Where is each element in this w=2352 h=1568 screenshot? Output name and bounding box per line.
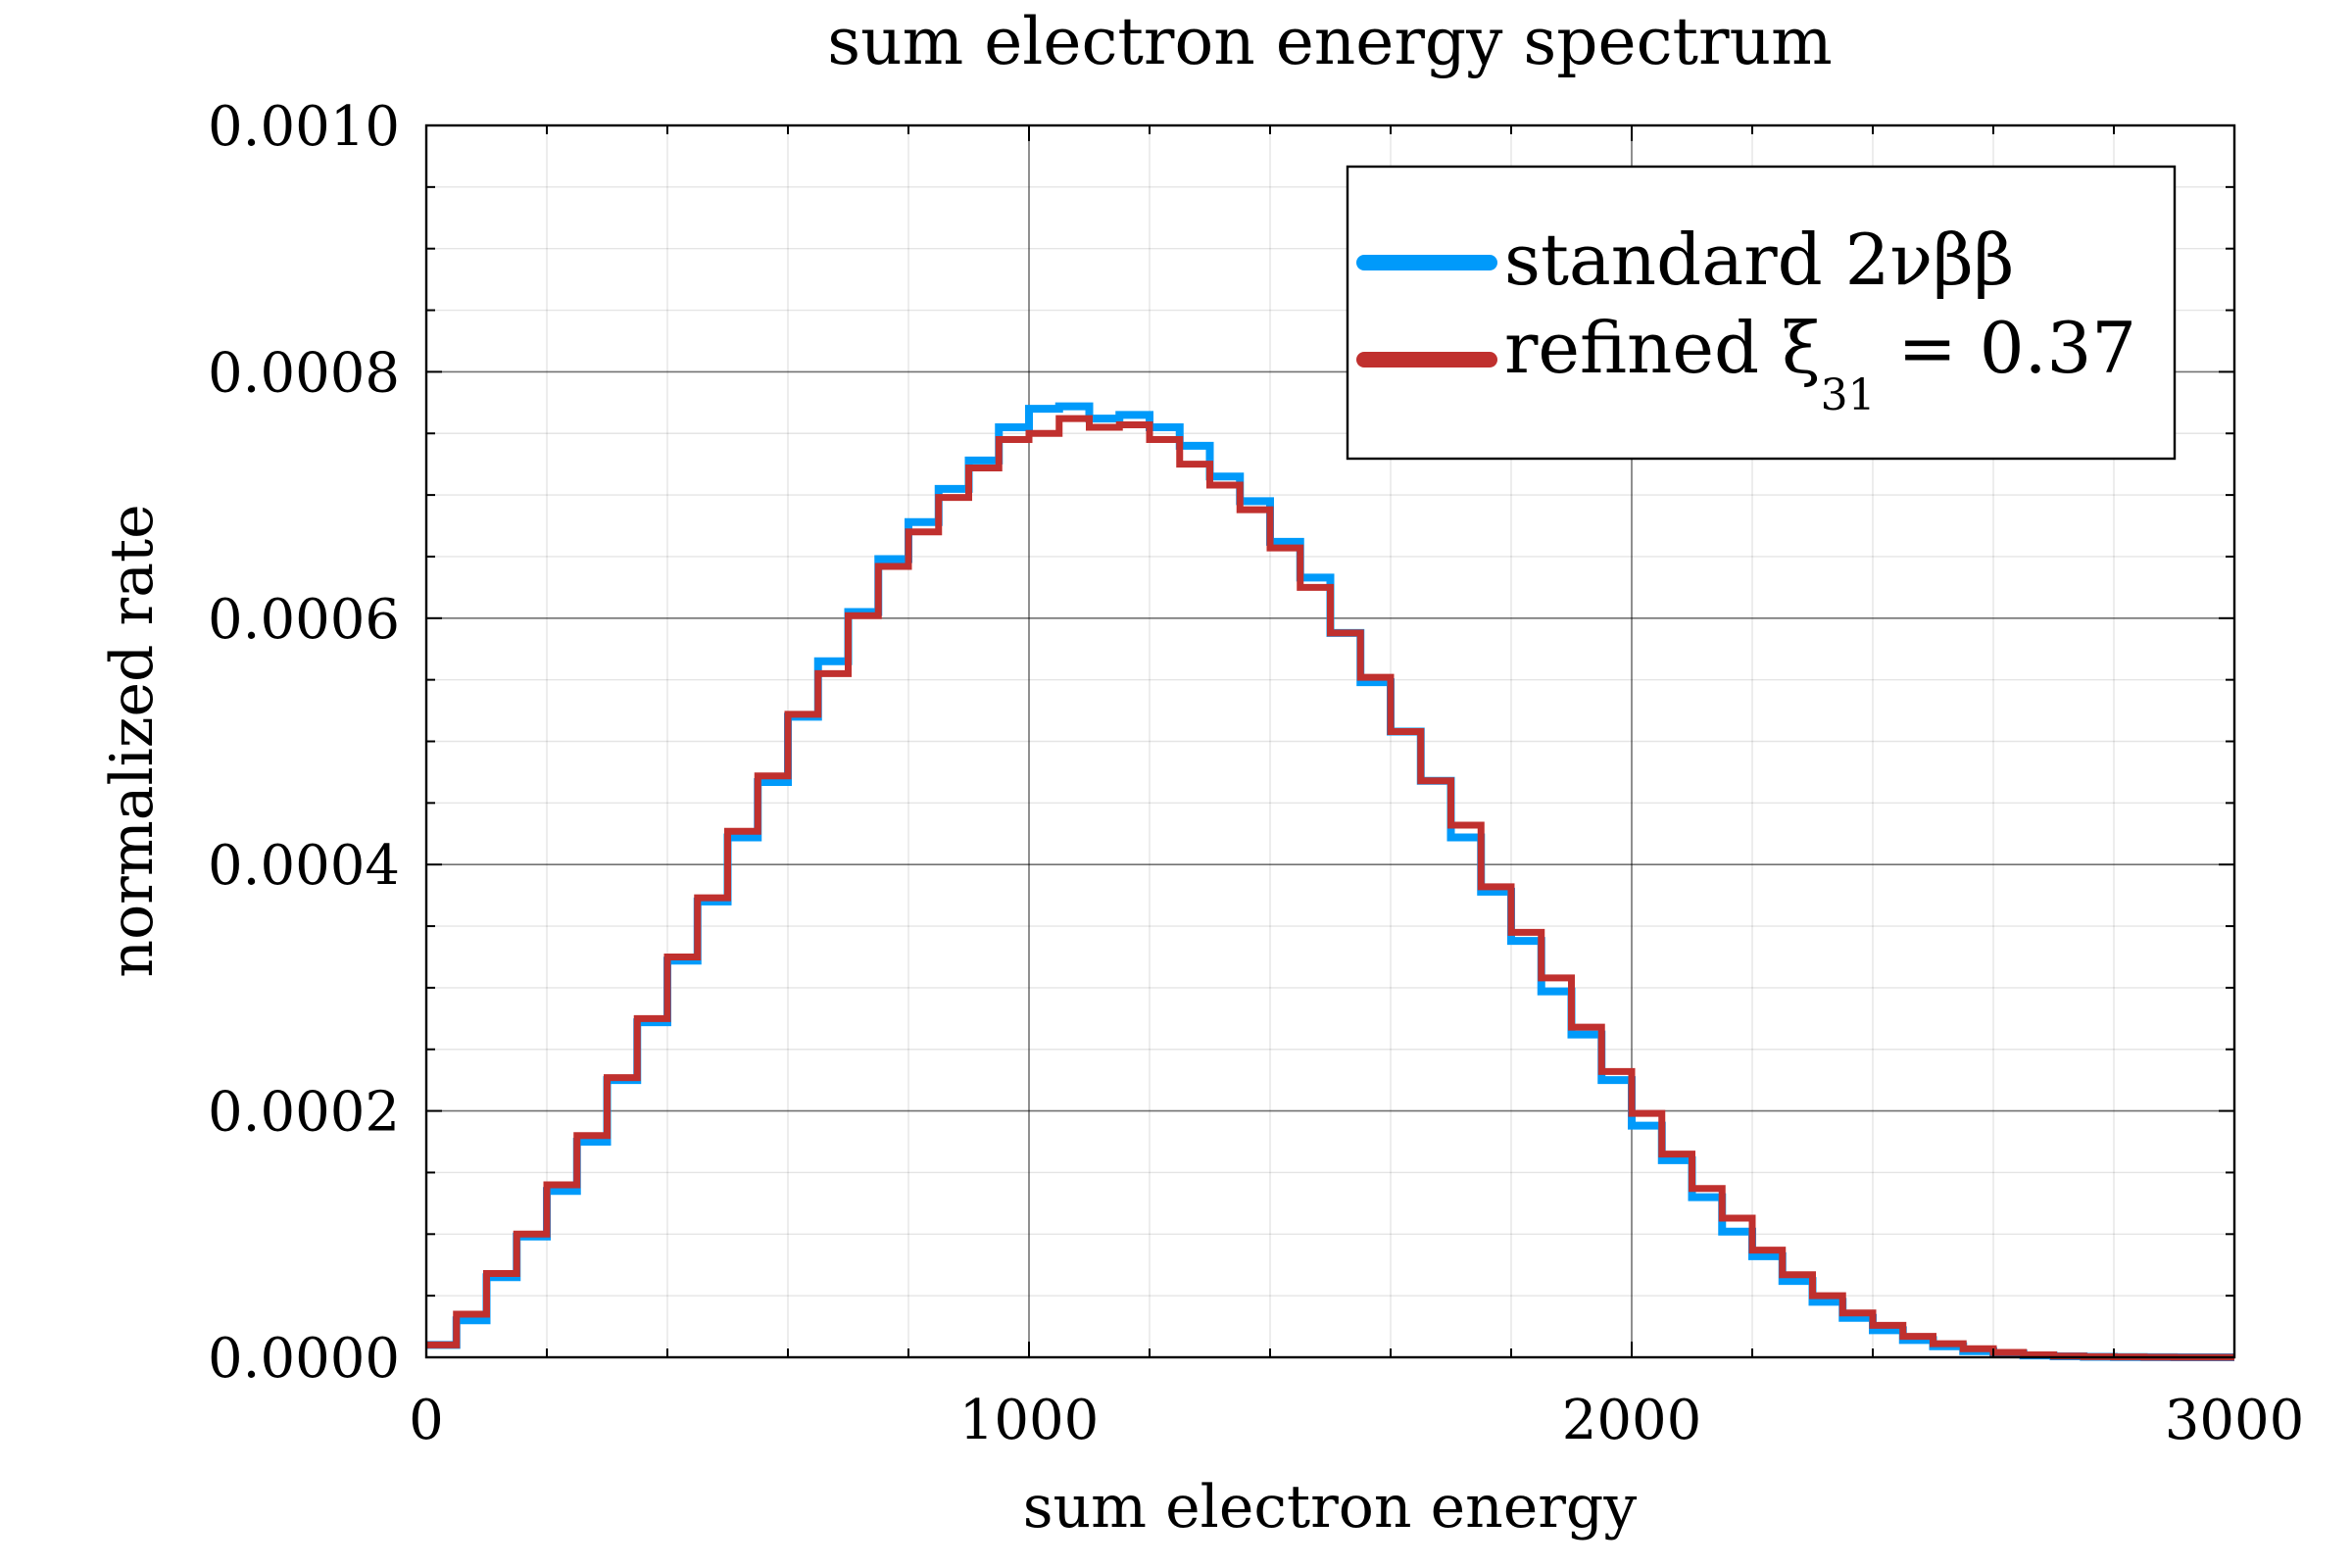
y-tick-label: 0.0004 (208, 834, 400, 898)
legend-box (1346, 165, 2177, 461)
tick-marks (425, 124, 2235, 1358)
x-tick-labels: 0 1000 2000 3000 (409, 1389, 2304, 1452)
legend-label-standard: standard 2νββ (1504, 219, 2014, 301)
series-line-refined (426, 415, 2234, 1361)
legend: standard 2νββ refined ξ31 = 0.37 (1346, 165, 2177, 461)
y-tick-label: 0.0010 (208, 95, 400, 159)
x-tick-label: 1000 (959, 1389, 1100, 1452)
x-axis-label: sum electron energy (1023, 1473, 1638, 1542)
y-tick-label: 0.0002 (208, 1081, 400, 1145)
chart-title: sum electron energy spectrum (827, 4, 1832, 79)
y-tick-label: 0.0000 (208, 1327, 400, 1391)
y-tick-label: 0.0006 (208, 588, 400, 652)
y-axis-label: normalized rate (98, 504, 167, 977)
x-tick-label: 2000 (1562, 1389, 1702, 1452)
legend-label-refined: refined ξ31 = 0.37 (1504, 307, 2136, 420)
series-line-standard (426, 402, 2234, 1361)
x-tick-label: 3000 (2165, 1389, 2305, 1452)
y-tick-labels: 0.0000 0.0002 0.0004 0.0006 0.0008 0.0010 (208, 95, 400, 1391)
series-layer (426, 402, 2234, 1361)
x-tick-label: 0 (409, 1389, 444, 1452)
y-tick-label: 0.0008 (208, 341, 400, 405)
